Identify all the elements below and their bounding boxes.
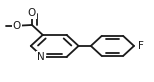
Text: O: O [12,21,21,31]
Text: O: O [28,9,36,18]
Text: F: F [138,41,144,51]
Text: N: N [37,52,45,62]
